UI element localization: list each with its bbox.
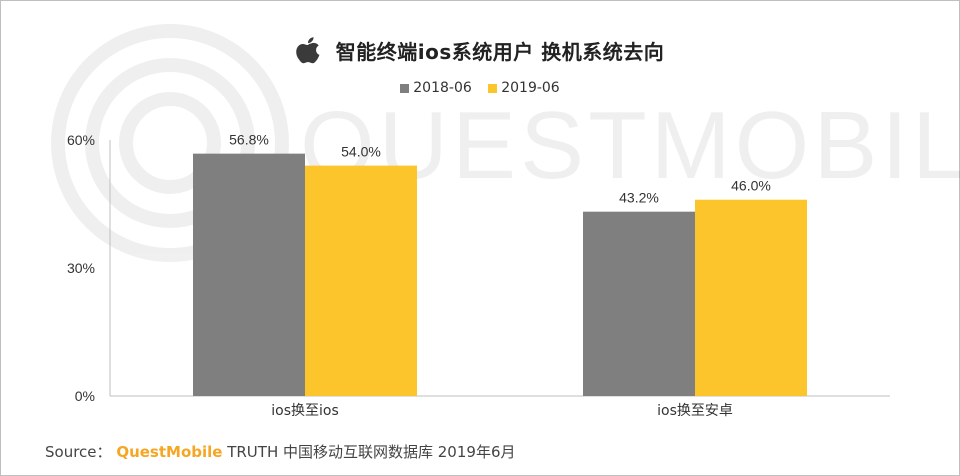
legend-label-2019: 2019-06 (501, 80, 560, 96)
bar (583, 211, 695, 396)
bar (305, 165, 417, 396)
chart-title: 智能终端ios系统用户 换机系统去向 (335, 39, 665, 64)
data-label: 46.0% (731, 178, 771, 194)
source-brand: QuestMobile (116, 443, 223, 461)
plot-area: 0% 30% 60% 56.8% 54.0% ios换至ios 43.2% 46.0% ios换… (67, 132, 890, 419)
x-tick-label: ios换至安卓 (657, 402, 733, 419)
bar (695, 199, 807, 396)
legend-label-2018: 2018-06 (413, 80, 472, 96)
legend-swatch-2018 (400, 83, 410, 93)
legend-item-2018: 2018-06 (400, 80, 472, 96)
data-label: 43.2% (619, 190, 659, 206)
source-label: Source： (45, 443, 112, 461)
chart-legend: 2018-06 2019-06 (0, 80, 960, 97)
source-text: TRUTH 中国移动互联网数据库 2019年6月 (222, 443, 516, 461)
y-tick-label: 0% (75, 388, 95, 404)
bar (193, 153, 305, 396)
source-line: Source： QuestMobile TRUTH 中国移动互联网数据库 201… (45, 441, 515, 462)
legend-item-2019: 2019-06 (488, 80, 560, 96)
chart-title-row: 智能终端ios系统用户 换机系统去向 (0, 32, 960, 68)
y-tick-label: 30% (67, 260, 95, 276)
legend-swatch-2019 (488, 83, 498, 93)
apple-logo-icon (295, 37, 320, 64)
x-tick-label: ios换至ios (271, 402, 339, 419)
data-label: 56.8% (229, 132, 269, 148)
data-label: 54.0% (341, 144, 381, 160)
y-tick-label: 60% (67, 132, 95, 148)
